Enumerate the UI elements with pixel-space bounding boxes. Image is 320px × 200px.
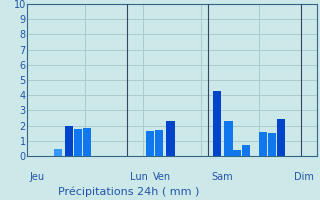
Text: Dim: Dim (294, 172, 314, 182)
Bar (74, 129, 82, 156)
Text: Jeu: Jeu (30, 172, 45, 182)
Text: Ven: Ven (153, 172, 171, 182)
Bar (166, 121, 175, 156)
Bar (83, 128, 91, 156)
Text: Lun: Lun (130, 172, 148, 182)
Bar (233, 150, 241, 156)
Bar (213, 91, 221, 156)
Bar (268, 133, 276, 156)
Bar (65, 126, 73, 156)
Bar (53, 149, 62, 156)
Bar (276, 119, 285, 156)
Text: Précipitations 24h ( mm ): Précipitations 24h ( mm ) (58, 187, 199, 197)
Text: Sam: Sam (212, 172, 234, 182)
Bar (242, 145, 250, 156)
Bar (259, 132, 267, 156)
Bar (224, 121, 233, 156)
Bar (146, 131, 154, 156)
Bar (155, 130, 163, 156)
